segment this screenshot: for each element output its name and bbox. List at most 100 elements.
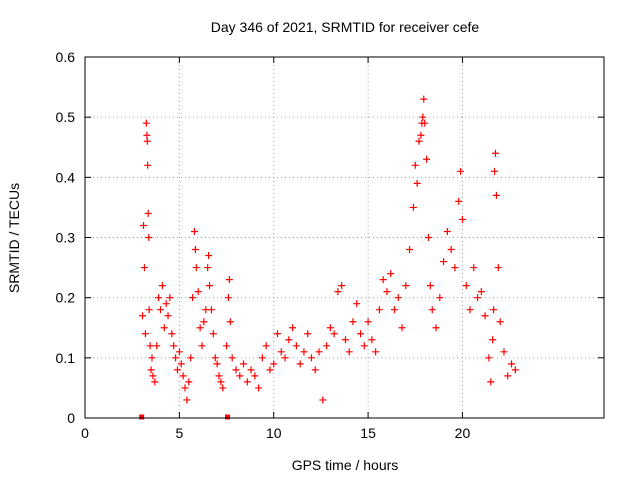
data-point xyxy=(142,119,150,127)
data-point xyxy=(304,330,312,338)
data-point xyxy=(236,372,244,380)
data-point xyxy=(375,306,383,314)
gap-marker xyxy=(224,414,230,420)
data-point xyxy=(458,215,466,223)
data-point xyxy=(258,354,266,362)
data-point xyxy=(489,336,497,344)
data-point xyxy=(451,264,459,272)
data-point xyxy=(215,372,223,380)
data-point xyxy=(436,294,444,302)
y-tick-label: 0.4 xyxy=(56,169,76,185)
data-point xyxy=(424,234,432,241)
data-point xyxy=(494,264,502,272)
y-axis-label: SRMTID / TECUs xyxy=(6,183,22,293)
data-point xyxy=(232,366,240,374)
y-tick-label: 0.2 xyxy=(56,290,76,306)
data-point xyxy=(173,366,181,374)
data-point xyxy=(224,294,232,302)
data-point xyxy=(183,396,191,404)
x-axis-label: GPS time / hours xyxy=(292,457,399,473)
data-point xyxy=(179,372,187,380)
y-tick-label: 0 xyxy=(67,410,75,426)
data-point xyxy=(432,324,440,332)
chart-title: Day 346 of 2021, SRMTID for receiver cef… xyxy=(211,19,480,35)
data-point xyxy=(387,270,395,278)
x-tick-label: 15 xyxy=(360,425,376,441)
data-point xyxy=(455,197,463,205)
data-point xyxy=(296,360,304,368)
data-point xyxy=(440,258,448,266)
data-point xyxy=(500,348,508,356)
data-point xyxy=(168,330,176,338)
data-point xyxy=(487,378,495,386)
data-point xyxy=(426,282,434,290)
data-points xyxy=(139,95,519,404)
data-point xyxy=(285,336,293,344)
data-point xyxy=(485,354,493,362)
data-point xyxy=(145,234,153,241)
data-point xyxy=(398,324,406,332)
data-point xyxy=(311,366,319,374)
data-point xyxy=(190,227,198,235)
data-point xyxy=(160,324,168,332)
data-point xyxy=(413,179,421,187)
data-point xyxy=(217,378,225,386)
x-tick-label: 5 xyxy=(175,425,183,441)
data-point xyxy=(511,366,519,374)
data-point xyxy=(496,318,504,326)
data-point xyxy=(383,288,391,296)
data-point xyxy=(481,312,489,320)
data-point xyxy=(319,396,327,404)
data-point xyxy=(423,155,431,163)
data-point xyxy=(411,161,419,169)
data-point xyxy=(140,264,148,272)
data-point xyxy=(144,209,152,217)
data-point xyxy=(315,348,323,356)
data-point xyxy=(326,324,334,332)
data-point xyxy=(211,354,219,362)
data-point xyxy=(228,354,236,362)
data-point xyxy=(146,342,154,350)
data-point xyxy=(196,324,204,332)
data-point xyxy=(175,348,183,356)
data-point xyxy=(428,306,436,314)
data-point xyxy=(205,252,213,260)
data-point xyxy=(417,131,425,139)
data-point xyxy=(251,372,259,380)
data-point xyxy=(379,276,387,284)
data-point xyxy=(144,161,152,169)
data-point xyxy=(204,264,212,272)
data-point xyxy=(192,264,200,272)
data-point xyxy=(274,330,282,338)
data-point xyxy=(187,354,195,362)
data-point xyxy=(255,384,263,392)
data-point xyxy=(421,119,429,127)
data-point xyxy=(247,366,255,374)
x-tick-label: 20 xyxy=(455,425,471,441)
data-point xyxy=(207,306,215,314)
y-tick-label: 0.1 xyxy=(56,350,76,366)
data-point xyxy=(477,288,485,296)
data-point xyxy=(357,330,365,338)
gap-marker xyxy=(139,414,145,420)
data-point xyxy=(504,372,512,380)
data-point xyxy=(300,348,308,356)
data-point xyxy=(349,318,357,326)
data-point xyxy=(419,113,427,121)
data-point xyxy=(172,354,180,362)
data-point xyxy=(353,300,361,308)
data-point xyxy=(177,360,185,368)
x-tick-label: 0 xyxy=(81,425,89,441)
plot-frame xyxy=(84,56,605,419)
data-point xyxy=(372,348,380,356)
data-point xyxy=(151,378,159,386)
y-tick-label: 0.5 xyxy=(56,109,76,125)
data-point xyxy=(153,342,161,350)
data-point xyxy=(323,342,331,350)
y-tick-label: 0.6 xyxy=(56,49,76,65)
data-point xyxy=(470,264,478,272)
data-point xyxy=(270,360,278,368)
data-point xyxy=(394,294,402,302)
data-point xyxy=(141,330,149,338)
